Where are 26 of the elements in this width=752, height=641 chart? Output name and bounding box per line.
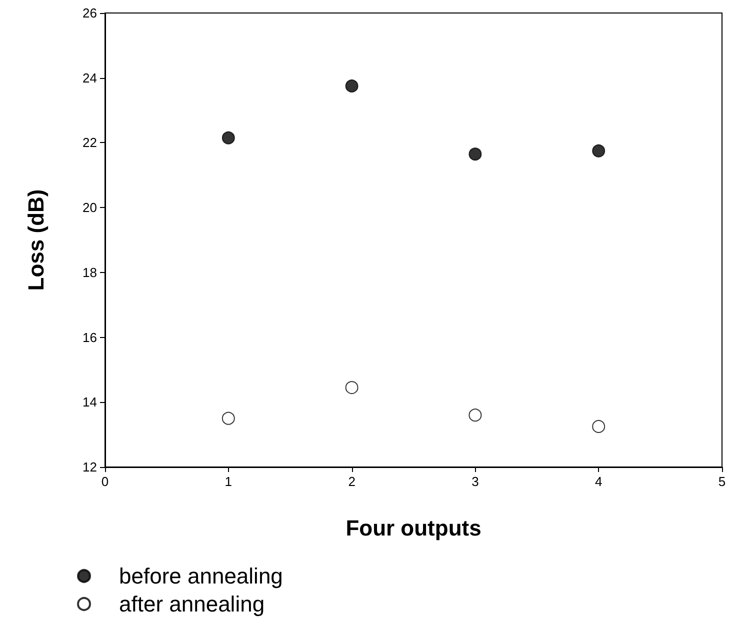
y-tick-label: 18: [82, 264, 97, 280]
point: [345, 79, 358, 92]
x-tick-label: 2: [348, 474, 356, 489]
x-tick-label: 3: [472, 474, 479, 489]
y-tick-label: 24: [82, 70, 97, 86]
point: [345, 381, 358, 394]
x-axis-title: Four outputs: [346, 516, 482, 540]
point: [592, 420, 606, 433]
y-tick-label: 12: [82, 460, 97, 474]
y-tick-label: 22: [82, 135, 97, 150]
point: [468, 148, 482, 161]
y-axis-title: Loss (dB): [24, 189, 48, 291]
y-tick-label: 16: [82, 330, 97, 345]
legend-label: after annealing: [119, 592, 265, 616]
point: [592, 144, 606, 158]
y-tick-label: 14: [82, 394, 97, 410]
point: [222, 131, 235, 144]
x-tick-label: 0: [101, 474, 109, 489]
y-tick-label: 20: [82, 200, 97, 216]
x-tick-label: 1: [224, 474, 232, 489]
x-tick-label: 5: [718, 474, 726, 489]
point: [222, 412, 235, 425]
y-tick-label: 26: [82, 6, 97, 20]
point: [468, 408, 482, 422]
x-tick-label: 4: [594, 474, 602, 489]
legend-label: before annealing: [119, 564, 283, 588]
